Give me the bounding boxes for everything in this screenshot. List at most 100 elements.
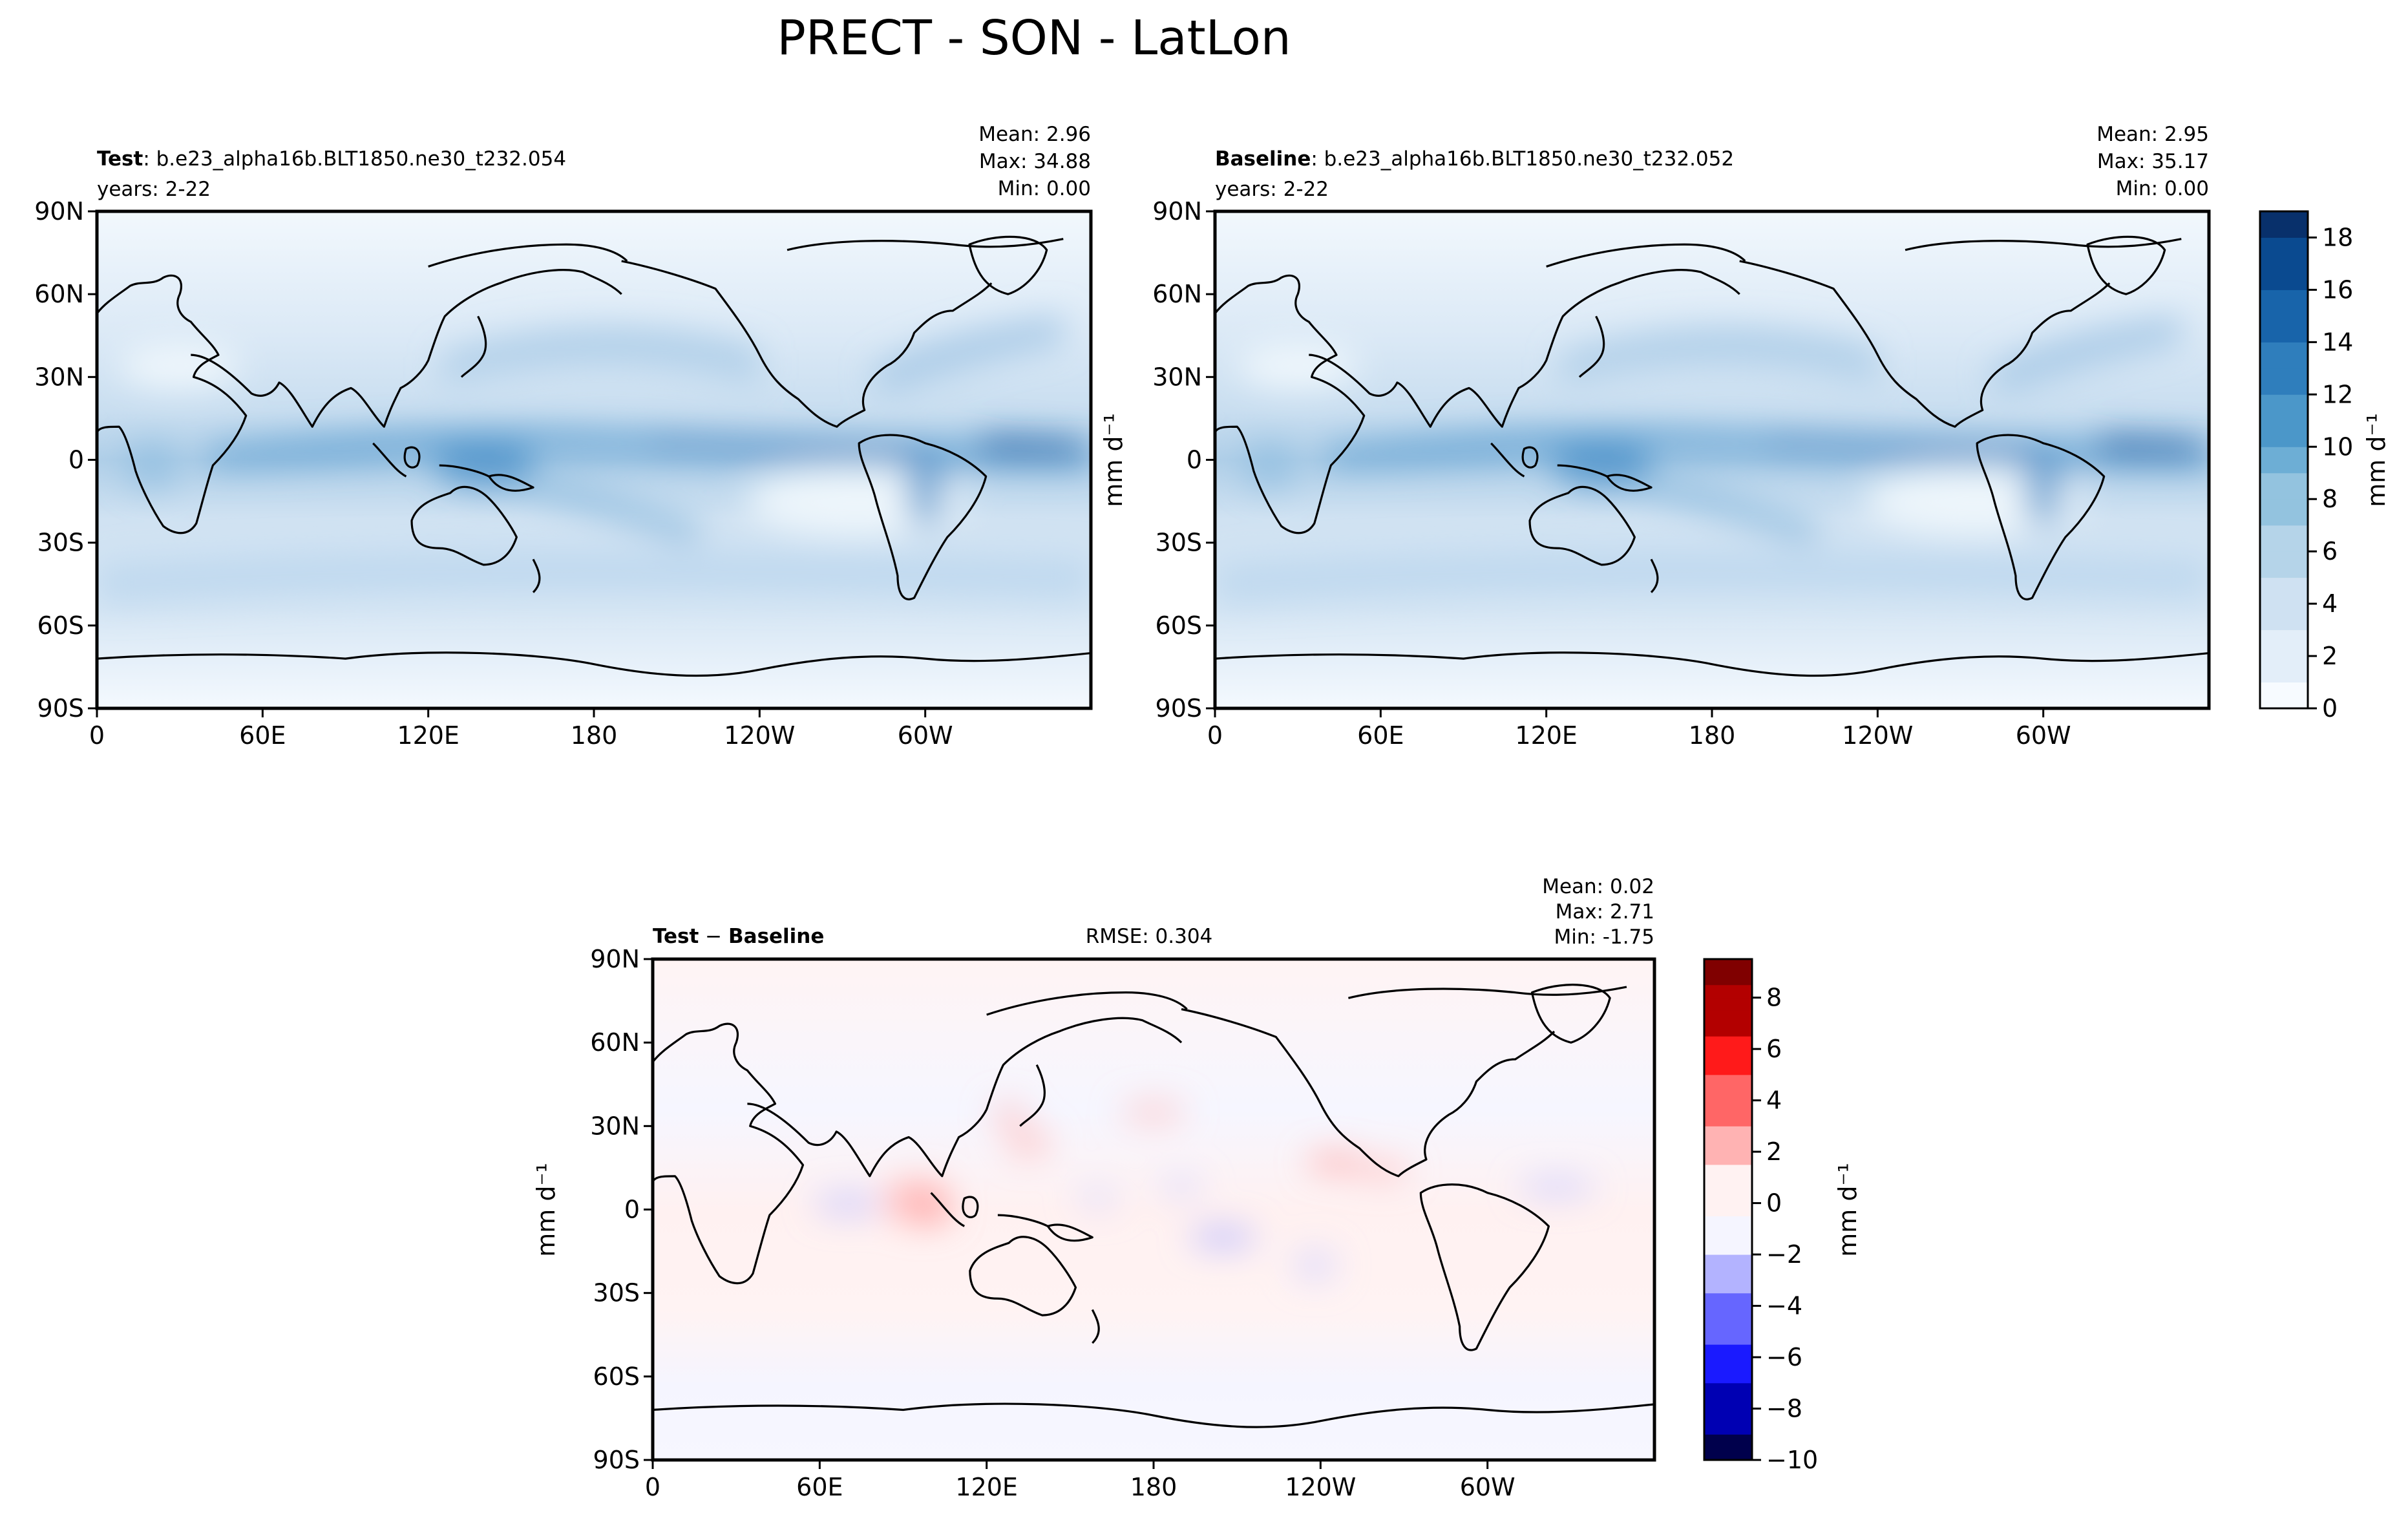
colorbar-frame bbox=[1703, 958, 1753, 1461]
colorbar-segment bbox=[2260, 237, 2308, 264]
test-min: Min: 0.00 bbox=[998, 177, 1091, 200]
colorbar-tick-label: 2 bbox=[2322, 642, 2338, 670]
colorbar-tick-label: 12 bbox=[2322, 380, 2353, 408]
difference-colorbar-label: mm d⁻¹ bbox=[1833, 1163, 1862, 1257]
colorbar-segment bbox=[2260, 290, 2308, 317]
colorbar-segment bbox=[1704, 984, 1752, 999]
x-tick-label: 60E bbox=[796, 1473, 843, 1501]
colorbar-tick-label: 6 bbox=[1766, 1035, 1782, 1063]
colorbar-segment bbox=[2260, 604, 2308, 631]
x-tick-label: 180 bbox=[1689, 721, 1736, 750]
colorbar-segment bbox=[1704, 1382, 1752, 1397]
y-tick-label: 30N bbox=[34, 363, 84, 391]
colorbar-tick-label: −2 bbox=[1766, 1240, 1802, 1269]
difference-label: Test − Baseline bbox=[653, 925, 824, 948]
colorbar-segment bbox=[1704, 1152, 1752, 1165]
test-mean: Mean: 2.96 bbox=[978, 123, 1091, 146]
precip-colorbar-label: mm d⁻¹ bbox=[2362, 413, 2391, 507]
y-tick-label: 90N bbox=[1152, 197, 1202, 226]
x-tick-label: 60W bbox=[898, 721, 953, 750]
x-tick-label: 60W bbox=[1460, 1473, 1516, 1501]
colorbar-segment bbox=[1704, 1177, 1752, 1191]
colorbar-segment bbox=[1704, 1190, 1752, 1204]
colorbar-segment bbox=[2260, 394, 2308, 421]
colorbar-tick-label: 0 bbox=[1766, 1189, 1782, 1218]
test-years: years: 2-22 bbox=[97, 178, 211, 201]
difference-panel: Test − Baseline RMSE: 0.304 Mean: 0.02 M… bbox=[532, 875, 1862, 1501]
colorbar-tick-label: 8 bbox=[2322, 485, 2338, 513]
y-tick-label: 0 bbox=[1187, 446, 1202, 474]
colorbar-segment bbox=[1704, 1318, 1752, 1332]
x-tick-label: 180 bbox=[571, 721, 618, 750]
test-panel: Test: b.e23_alpha16b.BLT1850.ne30_t232.0… bbox=[34, 123, 1093, 750]
colorbar-segment bbox=[1704, 1049, 1752, 1062]
y-tick-label: 60N bbox=[1152, 280, 1202, 308]
y-tick-label: 60S bbox=[593, 1362, 640, 1391]
colorbar-segment bbox=[1704, 1305, 1752, 1319]
colorbar-segment bbox=[1704, 1421, 1752, 1435]
colorbar-segment bbox=[1704, 1229, 1752, 1242]
colorbar-segment bbox=[1704, 1139, 1752, 1152]
y-tick-label: 90N bbox=[590, 945, 640, 973]
x-tick-label: 0 bbox=[1207, 721, 1223, 750]
colorbar-segment bbox=[2260, 420, 2308, 447]
difference-rmse: RMSE: 0.304 bbox=[1086, 925, 1213, 948]
difference-ylabel: mm d⁻¹ bbox=[532, 1163, 560, 1257]
baseline-ylabel: mm d⁻¹ bbox=[1099, 413, 1128, 507]
test-axes: 0 60E 120E 180 120W 60W 90N 60N 30N 0 30S 60S 90S bbox=[34, 197, 953, 750]
y-tick-label: 60S bbox=[37, 611, 84, 640]
colorbar-segment bbox=[1704, 1023, 1752, 1037]
y-tick-label: 30N bbox=[1152, 363, 1202, 391]
colorbar-segment bbox=[1704, 1293, 1752, 1307]
colorbar-segment bbox=[1704, 1113, 1752, 1126]
colorbar-segment bbox=[1704, 1087, 1752, 1101]
colorbar-segment bbox=[1704, 1408, 1752, 1422]
colorbar-tick-label: −8 bbox=[1766, 1395, 1802, 1423]
y-tick-label: 90S bbox=[37, 694, 84, 723]
baseline-min: Min: 0.00 bbox=[2116, 177, 2209, 200]
figure-title: PRECT - SON - LatLon bbox=[777, 10, 1291, 66]
colorbar-tick-label: −10 bbox=[1766, 1446, 1818, 1474]
colorbar-segment bbox=[2260, 472, 2308, 500]
x-tick-label: 0 bbox=[89, 721, 105, 750]
colorbar-segment bbox=[2260, 368, 2308, 395]
colorbar-segment bbox=[2260, 315, 2308, 343]
colorbar-segment bbox=[1704, 959, 1752, 973]
colorbar-tick-label: 4 bbox=[2322, 589, 2338, 618]
colorbar-segment bbox=[1704, 1331, 1752, 1345]
baseline-years: years: 2-22 bbox=[1215, 178, 1329, 201]
colorbar-segment bbox=[1704, 1100, 1752, 1114]
difference-axes: 0 60E 120E 180 120W 60W 90N 60N 30N 0 30S 60S 90S bbox=[590, 945, 1515, 1501]
colorbar-tick-label: 10 bbox=[2322, 432, 2353, 461]
colorbar-segment bbox=[1704, 1010, 1752, 1024]
x-tick-label: 120E bbox=[1515, 721, 1578, 750]
difference-max: Max: 2.71 bbox=[1556, 900, 1654, 924]
colorbar-tick-label: 6 bbox=[2322, 537, 2338, 565]
y-tick-label: 60S bbox=[1156, 611, 1202, 640]
colorbar-segment bbox=[2260, 629, 2308, 657]
colorbar-segment bbox=[2260, 577, 2308, 604]
y-tick-label: 30N bbox=[590, 1112, 640, 1140]
y-tick-label: 30S bbox=[37, 529, 84, 557]
colorbar-tick-label: −6 bbox=[1766, 1343, 1802, 1371]
y-tick-label: 30S bbox=[593, 1279, 640, 1307]
colorbar-tick-label: 18 bbox=[2322, 223, 2353, 251]
colorbar-tick-label: 14 bbox=[2322, 328, 2353, 356]
colorbar-segment bbox=[1704, 1254, 1752, 1268]
colorbar-segment bbox=[2260, 447, 2308, 474]
difference-colorbar: −10 −8 −6 −4 −2 0 2 4 6 8 bbox=[1703, 958, 1818, 1474]
colorbar-segment bbox=[1704, 1267, 1752, 1281]
x-tick-label: 0 bbox=[645, 1473, 660, 1501]
colorbar-segment bbox=[1704, 971, 1752, 986]
baseline-panel: Baseline: b.e23_alpha16b.BLT1850.ne30_t2… bbox=[1099, 123, 2391, 750]
y-tick-label: 90S bbox=[593, 1446, 640, 1474]
difference-mean: Mean: 0.02 bbox=[1542, 875, 1654, 898]
y-tick-label: 30S bbox=[1156, 529, 1202, 557]
colorbar-segment bbox=[1704, 1395, 1752, 1410]
colorbar-segment bbox=[1704, 1357, 1752, 1371]
x-tick-label: 60E bbox=[239, 721, 286, 750]
test-label: Test: b.e23_alpha16b.BLT1850.ne30_t232.0… bbox=[97, 147, 566, 171]
colorbar-segment bbox=[2260, 499, 2308, 526]
y-tick-label: 0 bbox=[69, 446, 84, 474]
colorbar-segment bbox=[1704, 1434, 1752, 1448]
